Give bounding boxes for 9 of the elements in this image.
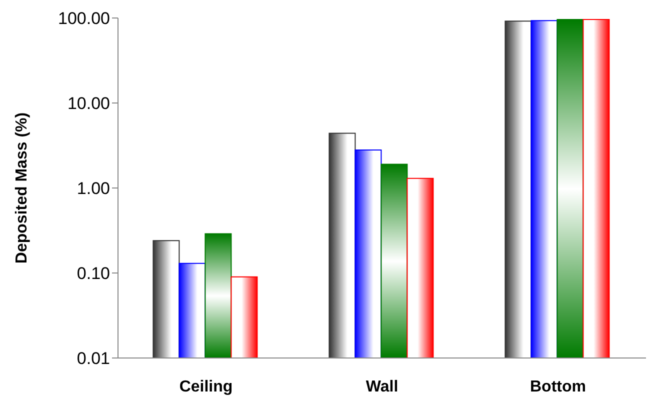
y-tick-label: 0.10 (76, 264, 110, 284)
y-tick-label: 100.00 (58, 9, 110, 28)
y-tick-label: 0.01 (76, 349, 110, 368)
y-tick-label: 1.00 (76, 179, 110, 198)
x-tick-label: Wall (366, 378, 398, 396)
x-tick-label: Bottom (530, 378, 586, 396)
y-axis-title: Deposited Mass (%) (14, 112, 31, 264)
x-tick-label: Ceiling (179, 378, 233, 396)
y-tick-label: 10.00 (67, 94, 110, 114)
